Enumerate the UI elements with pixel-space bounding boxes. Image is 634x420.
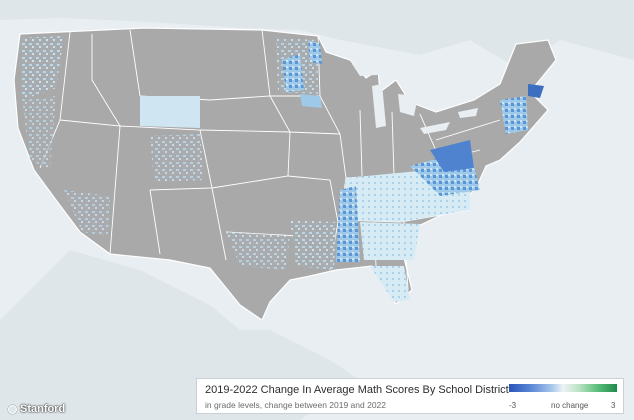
district-fills xyxy=(20,36,544,302)
legend-subtitle: in grade levels, change between 2019 and… xyxy=(205,400,387,410)
credit-text: Stanford xyxy=(20,403,66,415)
map-legend: 2019-2022 Change In Average Math Scores … xyxy=(196,378,624,414)
mexico-land xyxy=(0,250,360,420)
scale-mid-label: no change xyxy=(551,401,589,410)
scale-max-label: 3 xyxy=(611,401,616,410)
canada-land xyxy=(0,0,634,70)
credit-circle-icon xyxy=(8,404,17,414)
scale-min-label: -3 xyxy=(509,401,517,410)
legend-title: 2019-2022 Change In Average Math Scores … xyxy=(205,384,509,396)
great-lakes xyxy=(352,62,478,134)
image-credit: Stanford xyxy=(4,401,69,417)
color-scale-bar xyxy=(509,384,617,392)
